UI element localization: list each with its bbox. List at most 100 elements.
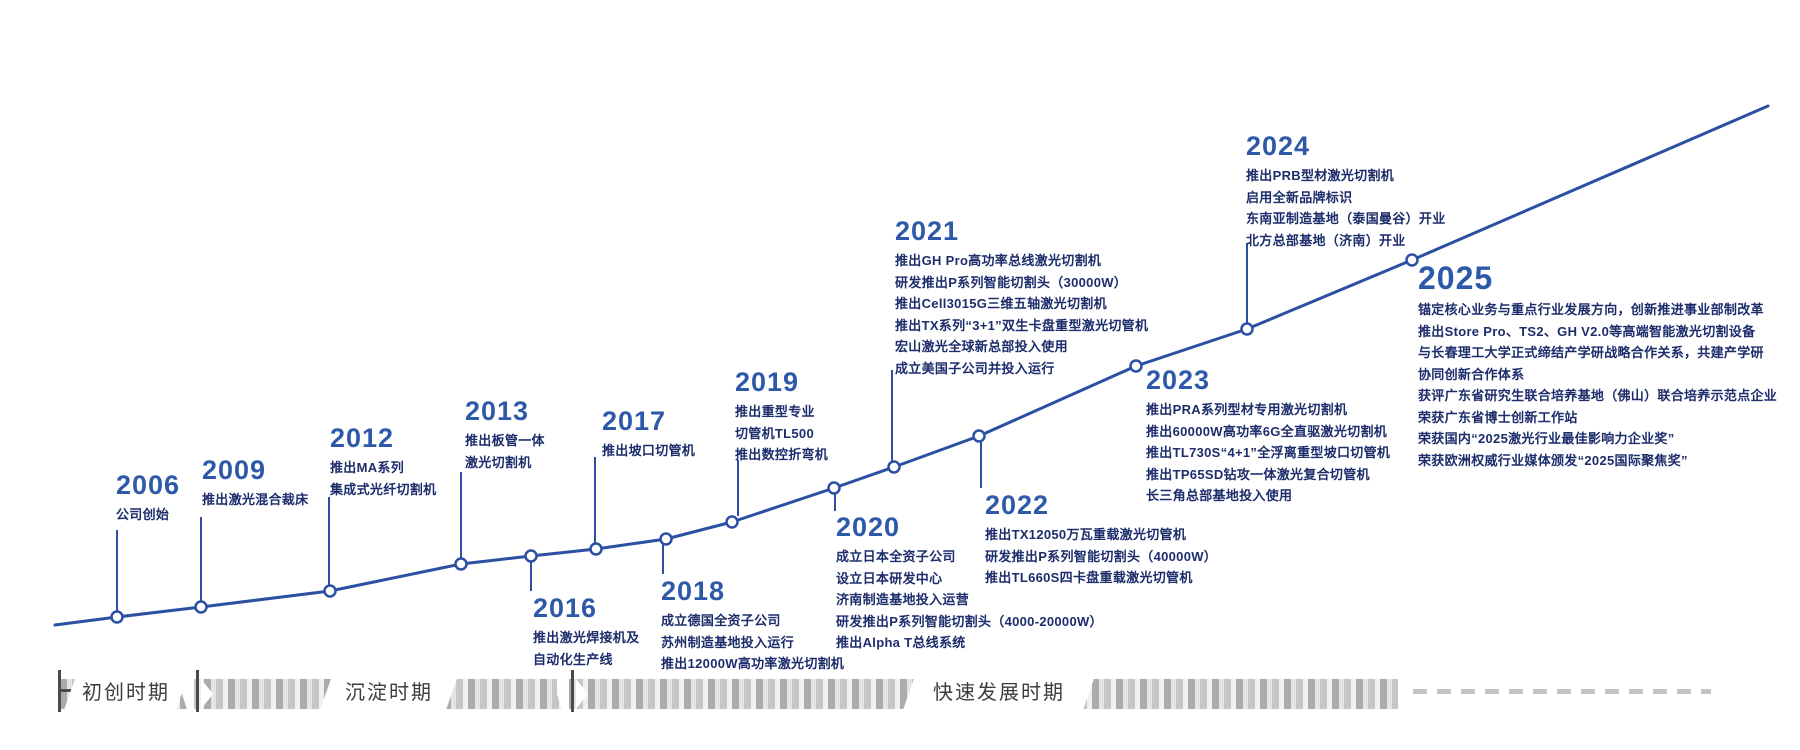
milestone-events: 成立日本全资子公司 设立日本研发中心 济南制造基地投入运营 研发推出P系列智能切割头（… bbox=[836, 546, 1103, 654]
timeline-node bbox=[725, 515, 739, 529]
phase-label-consolidation: 沉淀时期 bbox=[320, 676, 458, 710]
milestone-event: 宏山激光全球新总部投入使用 bbox=[895, 339, 1068, 354]
milestone-events: 推出MA系列集成式光纤切割机 bbox=[330, 457, 436, 500]
phase-divider bbox=[571, 670, 574, 712]
milestone-2019: 2019 推出重型专业 切管机TL500 推出数控折弯机 bbox=[735, 369, 828, 466]
milestone-event: 推出重型专业 bbox=[735, 404, 815, 419]
milestone-events: 推出PRA系列型材专用激光切割机推出60000W高功率6G全直驱激光切割机 推出T… bbox=[1146, 399, 1390, 507]
milestone-event: 自动化生产线 bbox=[533, 651, 613, 667]
milestone-2017: 2017 推出坡口切管机 bbox=[602, 408, 695, 462]
phase-label-text: 沉淀时期 bbox=[345, 682, 433, 704]
milestone-year: 2022 bbox=[985, 490, 1050, 520]
milestone-2025: 2025 锚定核心业务与重点行业发展方向，创新推进事业部制改革 推出Store Pr… bbox=[1418, 262, 1777, 471]
milestone-event: 北方总部基地（济南）开业 bbox=[1246, 232, 1406, 248]
milestone-event: 研发推出P系列智能切割头（4000-20000W） bbox=[836, 613, 1103, 629]
milestone-year: 2024 bbox=[1246, 131, 1311, 161]
milestone-event: 公司创始 bbox=[116, 507, 170, 522]
milestone-event: 推出TP65SD钻攻一体激光复合切管机 bbox=[1146, 466, 1370, 482]
milestone-events: 推出激光混合裁床 bbox=[202, 489, 308, 511]
milestone-event: 激光切割机 bbox=[465, 454, 532, 470]
milestone-event: 启用全新品牌标识 bbox=[1246, 189, 1353, 205]
milestone-2023: 2023 推出PRA系列型材专用激光切割机推出60000W高功率6G全直驱激光切割… bbox=[1146, 367, 1390, 507]
milestone-events: 推出坡口切管机 bbox=[602, 440, 695, 462]
timeline-node bbox=[589, 542, 603, 556]
milestone-event: 东南亚制造基地（泰国曼谷）开业 bbox=[1246, 211, 1446, 226]
milestone-year: 2025 bbox=[1418, 260, 1494, 296]
timeline-node bbox=[827, 481, 841, 495]
milestone-event: 推出60000W高功率6G全直驱激光切割机 bbox=[1146, 423, 1388, 439]
strip-notch bbox=[182, 679, 194, 709]
milestone-event: 推出GH Pro高功率总线激光切割机 bbox=[895, 253, 1102, 268]
milestone-event: 切管机TL500 bbox=[735, 425, 814, 441]
milestone-2020: 2020 成立日本全资子公司 设立日本研发中心 济南制造基地投入运营 研发推出P系列智能… bbox=[836, 514, 1103, 654]
milestone-event: 荣获国内“2025激光行业最佳影响力企业奖” bbox=[1418, 431, 1675, 446]
timeline-node bbox=[194, 600, 208, 614]
milestone-year: 2009 bbox=[202, 455, 267, 485]
milestone-2024: 2024 推出PRB型材激光切割机 启用全新品牌标识东南亚制造基地（泰国曼谷）开业北… bbox=[1246, 133, 1446, 251]
milestone-year: 2019 bbox=[735, 367, 800, 397]
timeline-node bbox=[524, 549, 538, 563]
strip-left-endcap bbox=[58, 670, 61, 712]
milestone-year: 2013 bbox=[465, 396, 530, 426]
milestone-event: 推出TX系列“3+1”双生卡盘重型激光切管机 bbox=[895, 317, 1149, 333]
milestone-year: 2020 bbox=[836, 512, 901, 542]
milestone-2021: 2021 推出GH Pro高功率总线激光切割机 研发推出P系列智能切割头（30000… bbox=[895, 218, 1148, 379]
milestone-year: 2017 bbox=[602, 406, 667, 436]
milestone-event: 成立日本全资子公司 bbox=[836, 549, 956, 564]
phase-label-startup: 初创时期 bbox=[64, 676, 188, 710]
milestone-event: 推出MA系列 bbox=[330, 460, 405, 475]
milestone-events: 推出TX12050万瓦重载激光切管机 研发推出P系列智能切割头（40000W） 推出… bbox=[985, 524, 1217, 589]
milestone-events: 推出重型专业 切管机TL500 推出数控折弯机 bbox=[735, 401, 828, 466]
milestone-2016: 2016 推出激光焊接机及 自动化生产线 bbox=[533, 595, 639, 670]
timeline-node bbox=[454, 557, 468, 571]
milestone-event: 研发推出P系列智能切割头（40000W） bbox=[985, 548, 1218, 564]
milestone-event: 荣获广东省博士创新工作站 bbox=[1418, 409, 1578, 425]
timeline-node bbox=[323, 584, 337, 598]
milestone-event: 锚定核心业务与重点行业发展方向，创新推进事业部制改革 bbox=[1418, 302, 1764, 317]
timeline-node bbox=[972, 429, 986, 443]
milestone-2009: 2009 推出激光混合裁床 bbox=[202, 457, 308, 511]
phase-label-rapid-growth: 快速发展时期 bbox=[903, 676, 1095, 710]
strip-left-tick bbox=[61, 689, 75, 692]
timeline-node bbox=[1129, 359, 1143, 373]
milestone-2022: 2022 推出TX12050万瓦重载激光切管机 研发推出P系列智能切割头（40000… bbox=[985, 492, 1217, 589]
phase-label-text: 初创时期 bbox=[82, 682, 170, 704]
milestone-event: 推出TL660S四卡盘重载激光切管机 bbox=[985, 570, 1193, 585]
milestone-event: 协同创新合作体系 bbox=[1418, 366, 1525, 382]
milestone-year: 2016 bbox=[533, 593, 598, 623]
milestone-event: 推出板管一体 bbox=[465, 433, 545, 448]
milestone-event: 推出激光焊接机及 bbox=[533, 630, 640, 645]
timeline-node bbox=[1405, 253, 1419, 267]
timeline-node bbox=[110, 610, 124, 624]
milestone-event: 推出Store Pro、TS2、GH V2.0等高端智能激光切割设备 bbox=[1418, 323, 1756, 339]
milestone-event: 推出激光混合裁床 bbox=[202, 492, 309, 507]
milestone-event: 长三角总部基地投入使用 bbox=[1146, 488, 1293, 503]
milestone-2013: 2013 推出板管一体 激光切割机 bbox=[465, 398, 545, 473]
timeline-node bbox=[1240, 322, 1254, 336]
milestone-event: 推出Alpha T总线系统 bbox=[836, 635, 966, 650]
milestone-event: 推出坡口切管机 bbox=[602, 443, 696, 458]
milestone-event: 荣获欧洲权威行业媒体颁发“2025国际聚焦奖” bbox=[1418, 452, 1688, 468]
timeline-node bbox=[887, 460, 901, 474]
timeline-curve bbox=[53, 104, 1770, 627]
milestone-year: 2018 bbox=[661, 576, 726, 606]
phase-divider bbox=[196, 670, 199, 712]
milestone-event: 推出PRB型材激光切割机 bbox=[1246, 168, 1395, 183]
milestone-event: 推出数控折弯机 bbox=[735, 447, 829, 462]
milestone-event: 济南制造基地投入运营 bbox=[836, 592, 970, 607]
milestone-events: 锚定核心业务与重点行业发展方向，创新推进事业部制改革 推出Store Pro、TS… bbox=[1418, 299, 1777, 471]
milestone-year: 2021 bbox=[895, 216, 960, 246]
strip-dashed-continuation bbox=[1413, 689, 1711, 694]
milestone-event: 获评广东省研究生联合培养基地（佛山）联合培养示范点企业 bbox=[1418, 388, 1778, 403]
milestone-event: 集成式光纤切割机 bbox=[330, 481, 437, 497]
milestone-event: 推出PRA系列型材专用激光切割机 bbox=[1146, 402, 1348, 417]
milestone-2018: 2018 成立德国全资子公司 苏州制造基地投入运行 推出12000W高功率激光切割机 bbox=[661, 578, 844, 675]
milestone-year: 2012 bbox=[330, 423, 395, 453]
milestone-event: 苏州制造基地投入运行 bbox=[661, 634, 795, 650]
strip-notch bbox=[557, 679, 569, 709]
milestone-year: 2023 bbox=[1146, 365, 1211, 395]
milestone-event: 推出12000W高功率激光切割机 bbox=[661, 656, 845, 671]
